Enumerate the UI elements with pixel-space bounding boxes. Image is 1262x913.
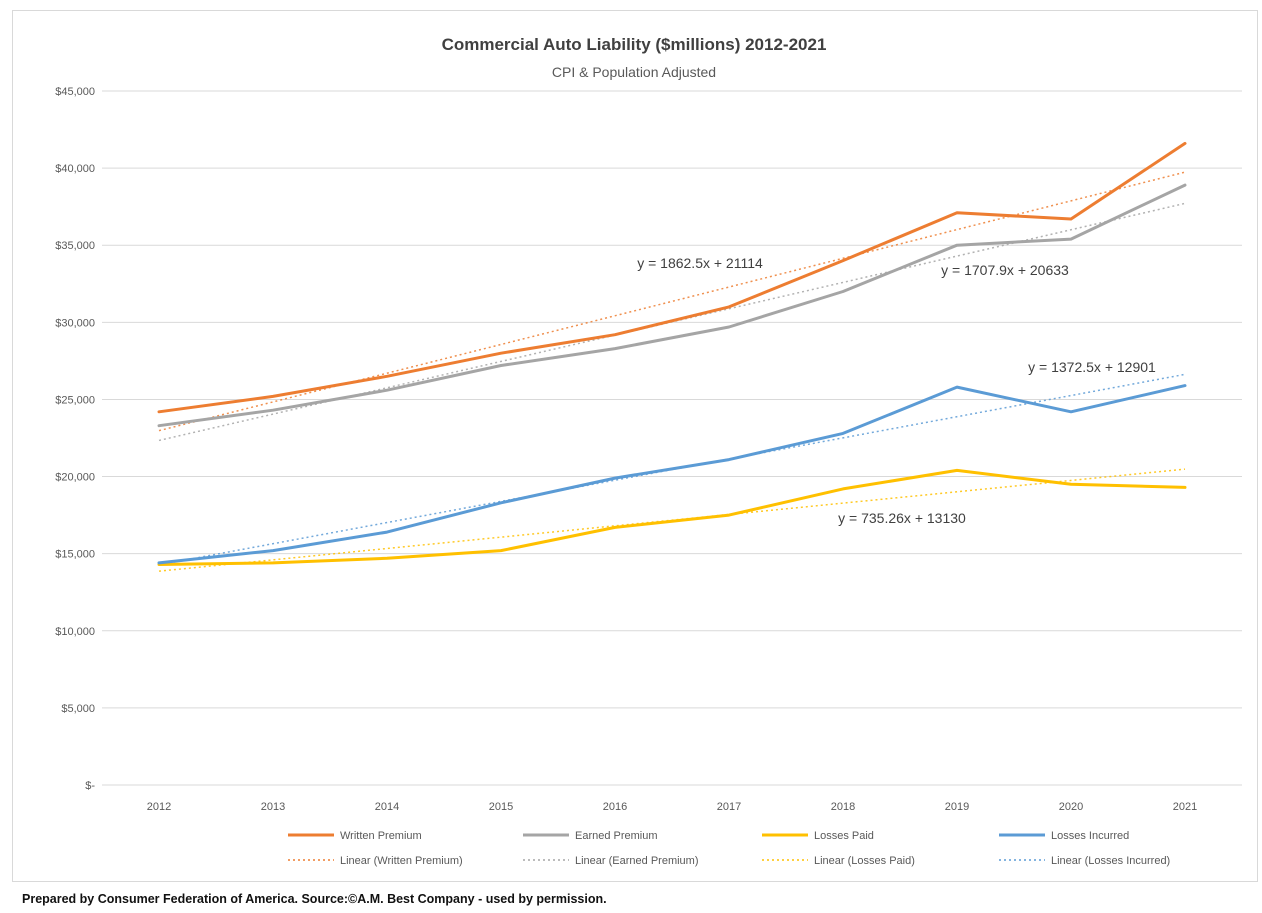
legend-label: Linear (Earned Premium) xyxy=(575,855,699,867)
y-tick-label: $30,000 xyxy=(55,317,95,329)
trend-equation-3: y = 735.26x + 13130 xyxy=(838,510,966,526)
y-tick-label: $40,000 xyxy=(55,163,95,175)
chart-title: Commercial Auto Liability ($millions) 20… xyxy=(442,35,827,54)
y-tick-label: $- xyxy=(85,780,95,792)
x-tick-label: 2018 xyxy=(831,801,855,813)
legend: Written Premium Earned Premium Losses Paid… xyxy=(288,830,1170,867)
series-line-3 xyxy=(157,468,1187,566)
legend-label: Earned Premium xyxy=(575,830,658,842)
x-tick-label: 2019 xyxy=(945,801,969,813)
legend-label: Written Premium xyxy=(340,830,422,842)
x-tick-label: 2014 xyxy=(375,801,399,813)
x-tick-label: 2017 xyxy=(717,801,741,813)
chart-frame xyxy=(12,10,1258,882)
x-tick-label: 2012 xyxy=(147,801,171,813)
trend-equations: y = 1862.5x + 21114 y = 1707.9x + 20633 y … xyxy=(637,255,1156,526)
x-tick-label: 2021 xyxy=(1173,801,1197,813)
gridlines xyxy=(102,90,1242,786)
x-tick-label: 2016 xyxy=(603,801,627,813)
trendline-1 xyxy=(158,171,1186,432)
trend-equation-2: y = 1707.9x + 20633 xyxy=(941,262,1069,278)
legend-label: Linear (Written Premium) xyxy=(340,855,463,867)
y-tick-label: $15,000 xyxy=(55,549,95,561)
source-footnote: Prepared by Consumer Federation of Ameri… xyxy=(22,892,607,906)
legend-label: Linear (Losses Incurred) xyxy=(1051,855,1170,867)
trend-equation-4: y = 1372.5x + 12901 xyxy=(1028,359,1156,375)
x-tick-label: 2020 xyxy=(1059,801,1083,813)
series-line-4 xyxy=(157,384,1187,565)
x-tick-label: 2013 xyxy=(261,801,285,813)
y-tick-label: $10,000 xyxy=(55,626,95,638)
y-tick-label: $45,000 xyxy=(55,86,95,98)
x-tick-label: 2015 xyxy=(489,801,513,813)
y-tick-label: $25,000 xyxy=(55,394,95,406)
series-line-1 xyxy=(157,141,1187,414)
legend-label: Losses Paid xyxy=(814,830,874,842)
series-line-2 xyxy=(157,183,1187,428)
chart-subtitle: CPI & Population Adjusted xyxy=(552,64,716,80)
legend-label: Losses Incurred xyxy=(1051,830,1129,842)
trend-equation-1: y = 1862.5x + 21114 xyxy=(637,255,763,271)
series-lines xyxy=(157,141,1187,566)
y-tick-label: $35,000 xyxy=(55,240,95,252)
y-axis: $- $5,000 $10,000 $15,000 $20,000 $25,000 $30,… xyxy=(55,86,95,792)
y-tick-label: $20,000 xyxy=(55,472,95,484)
y-tick-label: $5,000 xyxy=(61,703,95,715)
legend-label: Linear (Losses Paid) xyxy=(814,855,915,867)
x-axis: 2012 2013 2014 2015 2016 2017 2018 2019 2020 2021 xyxy=(147,801,1197,813)
